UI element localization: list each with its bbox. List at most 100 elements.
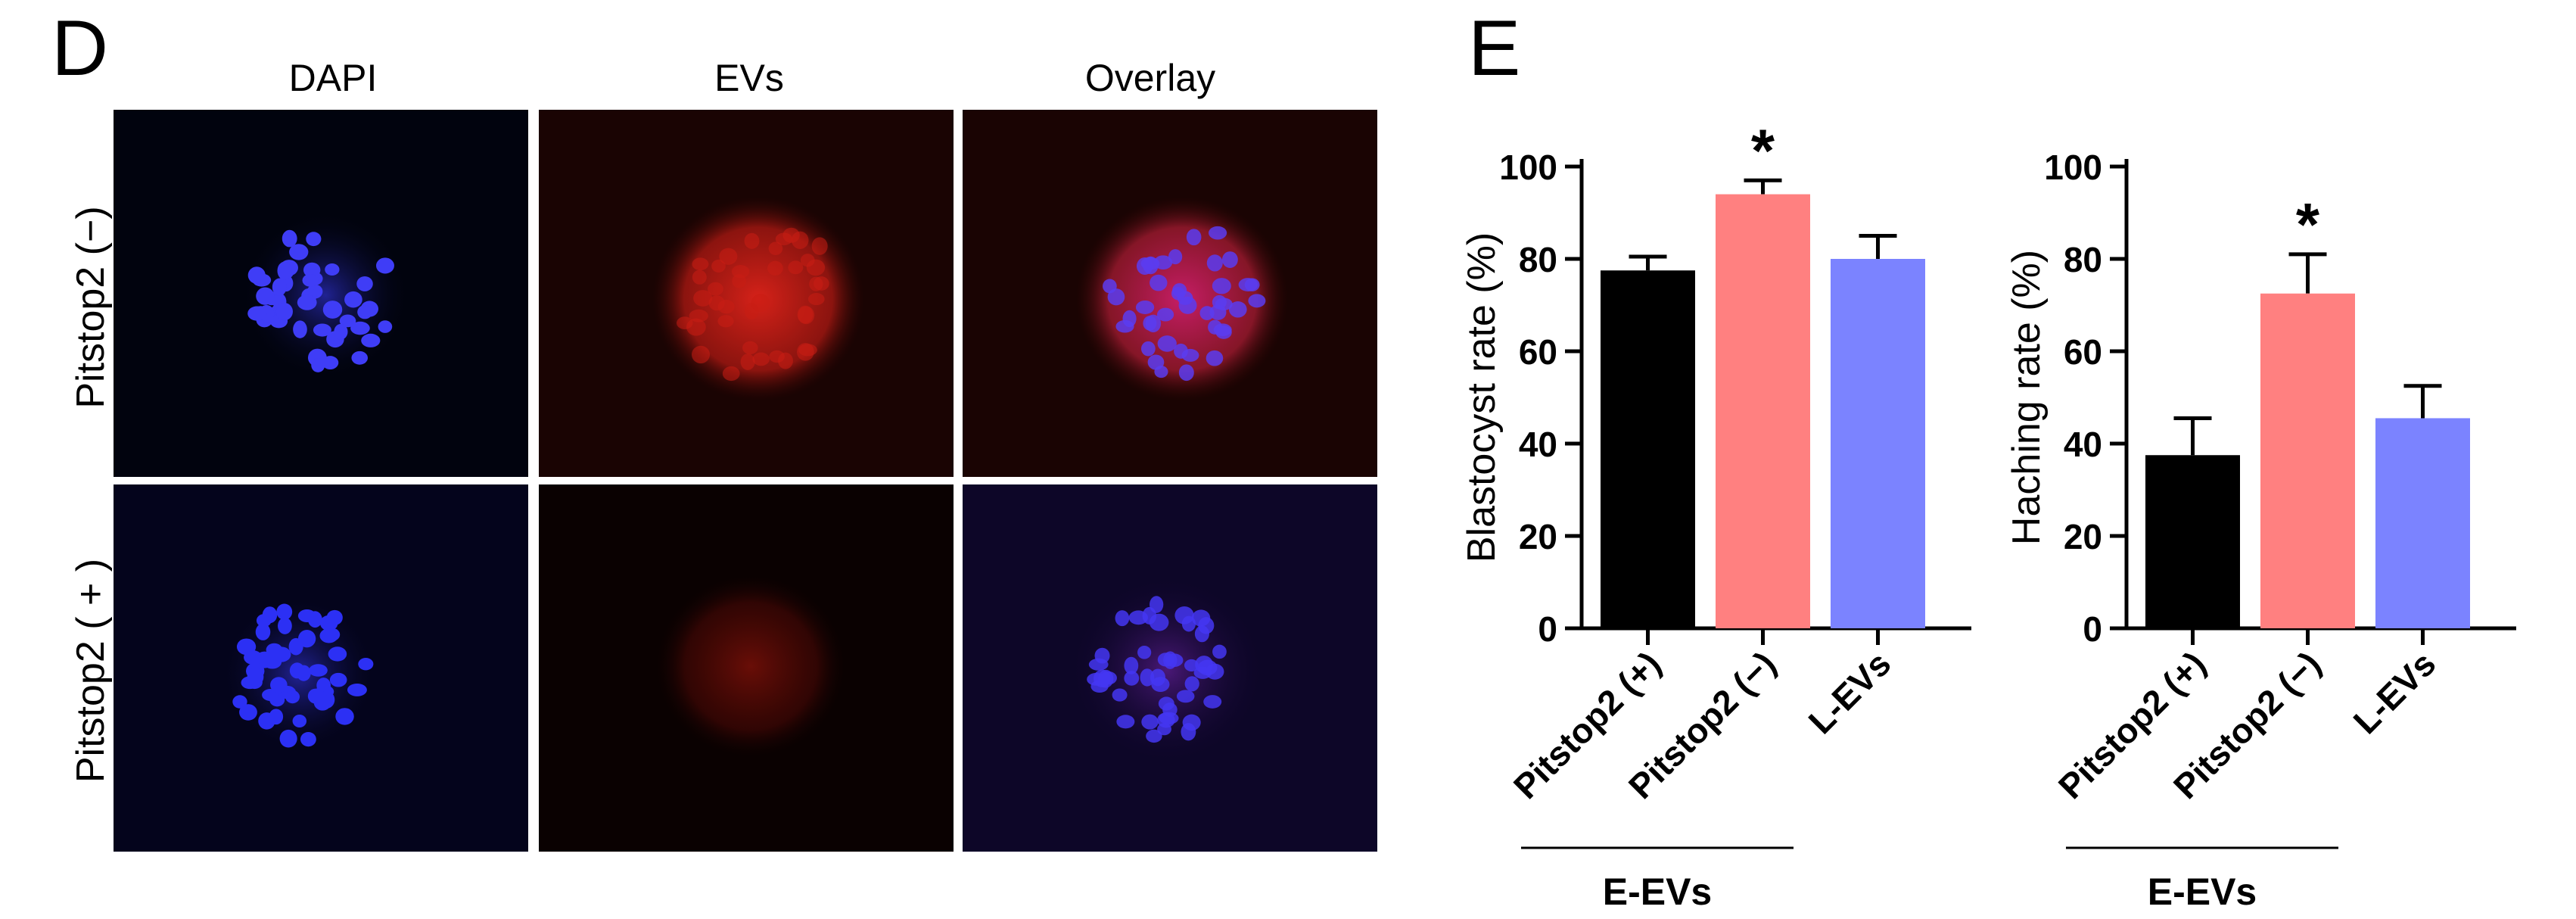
nucleus <box>357 305 373 319</box>
nucleus <box>272 278 287 296</box>
nucleus <box>807 293 825 306</box>
y-tick-label: 60 <box>2064 332 2102 372</box>
micrograph-dapi-minus <box>114 110 528 477</box>
nucleus <box>326 609 343 625</box>
nucleus <box>1209 304 1227 320</box>
nucleus <box>356 276 373 291</box>
nucleus <box>303 262 321 278</box>
nucleus <box>276 603 293 620</box>
nucleus <box>1248 294 1266 308</box>
nucleus <box>719 248 738 265</box>
nucleus <box>278 617 292 634</box>
nucleus <box>1209 226 1227 240</box>
nucleus <box>1174 343 1188 359</box>
nucleus <box>1116 715 1135 729</box>
group-label: E-EVs <box>1603 871 1713 913</box>
nucleus <box>313 323 331 337</box>
nucleus <box>279 729 297 748</box>
nucleus <box>708 282 723 296</box>
nucleus <box>329 672 347 687</box>
nucleus <box>788 260 804 275</box>
nucleus <box>742 341 758 355</box>
nucleus <box>269 709 284 725</box>
nucleus <box>292 715 307 728</box>
nucleus <box>744 232 760 249</box>
nucleus <box>1159 712 1179 724</box>
nucleus <box>263 655 282 669</box>
nucleus <box>375 257 394 274</box>
nucleus <box>711 259 726 273</box>
micrograph-overlay-minus <box>963 110 1377 477</box>
nucleus <box>751 294 770 313</box>
nucleus <box>752 352 770 366</box>
nucleus <box>277 261 292 280</box>
nucleus <box>232 695 247 709</box>
nucleus <box>275 303 293 321</box>
y-tick-label: 100 <box>2044 148 2102 187</box>
nucleus <box>306 232 322 247</box>
nucleus <box>309 664 328 677</box>
nucleus <box>1141 714 1159 730</box>
nucleus <box>775 232 793 245</box>
column-label-dapi: DAPI <box>288 57 378 99</box>
nucleus <box>1184 659 1199 672</box>
nucleus <box>791 231 809 249</box>
nucleus <box>247 668 264 686</box>
nucleus <box>1228 301 1247 318</box>
nucleus <box>1177 291 1193 305</box>
nucleus <box>293 320 307 338</box>
nucleus <box>1197 659 1218 676</box>
nucleus <box>325 301 340 314</box>
nucleus <box>1163 651 1178 669</box>
nucleus <box>1194 625 1209 643</box>
nucleus <box>255 623 271 640</box>
nucleus <box>313 693 331 711</box>
nucleus <box>1186 229 1202 246</box>
nucleus <box>297 609 316 623</box>
nucleus <box>1213 323 1232 336</box>
nucleus <box>247 266 266 284</box>
nucleus <box>1112 688 1128 702</box>
y-tick-label: 40 <box>1519 425 1557 464</box>
bar <box>2145 455 2240 628</box>
nucleus <box>1140 668 1155 687</box>
nucleus <box>797 305 814 324</box>
nucleus <box>717 299 735 314</box>
nucleus <box>1178 364 1194 382</box>
panel-e-letter: E <box>1468 5 1521 92</box>
nucleus <box>1157 335 1177 352</box>
nucleus <box>302 273 319 287</box>
y-tick-label: 40 <box>2064 425 2102 464</box>
nucleus <box>1124 656 1139 674</box>
bar <box>1716 194 1810 629</box>
y-tick-label: 60 <box>1519 332 1557 372</box>
bar <box>1601 270 1695 628</box>
nucleus <box>311 357 325 372</box>
row-label-pitstop2-plus: Pitstop2 ( + ) <box>69 558 113 783</box>
nucleus <box>686 318 706 336</box>
nucleus <box>285 690 300 704</box>
micrograph-evs-plus <box>539 484 954 852</box>
y-tick-label: 20 <box>2064 517 2102 556</box>
y-axis-label: Haching rate (%) <box>2005 250 2049 545</box>
nucleus <box>806 259 826 276</box>
nucleus <box>722 366 740 382</box>
nucleus <box>692 269 707 285</box>
nucleus <box>361 333 381 347</box>
group-label: E-EVs <box>2148 871 2257 913</box>
bar <box>1831 259 1925 628</box>
column-label-evs: EVs <box>714 57 784 99</box>
nucleus <box>1145 314 1162 332</box>
nucleus <box>339 314 356 328</box>
nucleus <box>378 320 393 333</box>
nucleus <box>1137 645 1152 659</box>
bar <box>2260 293 2355 628</box>
nucleus <box>350 321 370 335</box>
y-tick-label: 20 <box>1519 517 1557 556</box>
nucleus <box>1212 644 1227 659</box>
nucleus <box>1157 723 1171 736</box>
nucleus <box>778 352 793 369</box>
nucleus <box>1150 274 1168 291</box>
micrograph-evs-minus <box>539 110 954 477</box>
nucleus <box>289 244 309 260</box>
